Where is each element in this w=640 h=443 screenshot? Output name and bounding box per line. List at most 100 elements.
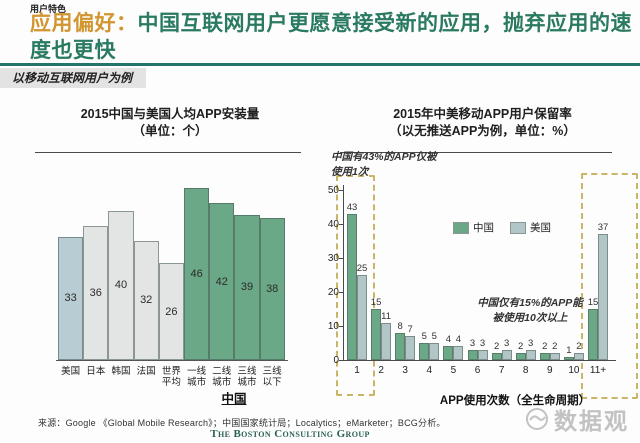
y-tick-label: 20	[327, 287, 339, 298]
highlight-box-group11plus	[581, 173, 638, 399]
install-bar: 32	[133, 240, 159, 360]
retention-bar-us	[573, 353, 584, 360]
x-tick-label: 11+	[589, 365, 607, 376]
install-bar-value: 39	[240, 281, 254, 294]
retention-value-china: 1	[566, 344, 572, 356]
highlight-box-group1	[336, 175, 375, 396]
chart-app-installs: 2015中国与美国人均APP安装量 （单位：个） 中国 33 美国 36 日本 40 韩国…	[30, 100, 310, 412]
retention-value-us: 3	[528, 337, 534, 349]
retention-value-us: 11	[381, 310, 392, 322]
header-divider	[0, 63, 640, 66]
bcg-logo: The Boston Consulting Group	[210, 428, 370, 440]
install-category-label: 一线城市	[187, 366, 207, 389]
chart2-title: 2015年中美移动APP用户保留率	[393, 107, 572, 121]
install-bar-value: 33	[64, 292, 77, 305]
retention-value-us: 3	[479, 337, 486, 349]
retention-bar-china	[443, 346, 454, 360]
install-bar-value: 42	[215, 275, 228, 288]
y-tick-mark	[339, 292, 343, 293]
retention-bar-us	[549, 353, 560, 360]
scope-note-band: 以移动互联网用户为例	[0, 68, 146, 88]
install-category-label: 美国	[61, 366, 81, 377]
x-tick-label: 1	[354, 365, 360, 376]
legend-item: 美国	[510, 220, 551, 235]
x-tick-label: 10	[568, 365, 580, 376]
chart2-subtitle: （以无推送APP为例，单位：%）	[389, 124, 576, 138]
y-tick-mark	[339, 360, 343, 361]
page-title-prefix: 应用偏好：	[30, 12, 138, 35]
annotation-single-use: 中国有43%的APP仅被 使用1次	[331, 150, 437, 179]
retention-value-china: 2	[493, 341, 500, 353]
install-bar: 39	[234, 214, 260, 360]
x-tick-label: 4	[426, 365, 433, 376]
annotation-ten-plus: 中国仅有15%的APP能 被使用10次以上	[465, 296, 595, 325]
legend-swatch	[453, 221, 469, 234]
install-bar: 40	[108, 210, 134, 360]
page-title-main: 中国互联网用户更愿意接受新的应用，抛弃应用的速度也更快	[30, 12, 632, 63]
retention-value-us: 25	[356, 263, 368, 274]
install-bar: 36	[83, 225, 109, 360]
watermark: 数据观	[524, 402, 629, 436]
retention-value-us: 2	[576, 341, 582, 353]
annotation-ten-plus-line2: 被使用10次以上	[492, 311, 568, 324]
install-category-label: 二线城市	[212, 366, 232, 389]
y-tick-label: 30	[327, 253, 339, 264]
install-bar-value: 26	[165, 305, 178, 318]
annotation-single-use-line2: 使用1次	[331, 165, 369, 178]
legend: 中国 美国	[453, 220, 551, 235]
retention-bar-china	[563, 356, 574, 360]
install-bar: 26	[158, 263, 184, 360]
install-bar-value: 38	[266, 283, 279, 296]
kicker-label: 用户特色	[30, 4, 67, 14]
x-tick-label: 2	[378, 365, 384, 376]
retention-value-china: 2	[542, 341, 548, 353]
retention-value-china: 15	[587, 297, 599, 308]
install-bar: 46	[184, 188, 210, 360]
retention-value-us: 3	[503, 337, 510, 349]
retention-bar-us	[525, 349, 536, 360]
install-bar: 33	[58, 236, 84, 360]
y-tick-label: 40	[327, 219, 339, 230]
retention-value-china: 3	[469, 337, 476, 349]
retention-bar-china	[347, 213, 357, 360]
x-tick-label: 9	[547, 365, 553, 376]
retention-bar-us	[598, 234, 608, 360]
retention-bar-china	[588, 309, 598, 360]
chart1-title: 2015中国与美国人均APP安装量	[80, 107, 260, 121]
install-bar: 38	[259, 218, 285, 360]
annotation-ten-plus-line1: 中国仅有15%的APP能	[477, 297, 583, 309]
y-tick-mark	[339, 326, 343, 327]
retention-value-china: 5	[421, 331, 427, 342]
retention-value-china: 15	[370, 297, 382, 308]
retention-value-us: 7	[407, 324, 413, 336]
retention-value-china: 8	[397, 320, 403, 332]
install-category-label: 三线城市	[237, 366, 257, 389]
chart1-subtitle: （单位：个）	[132, 124, 208, 138]
install-category-label: 日本	[86, 366, 106, 377]
legend-swatch	[510, 221, 526, 234]
install-bar-value: 32	[140, 294, 153, 307]
retention-bar-china	[539, 353, 550, 360]
install-category-label: 三线以下	[262, 366, 282, 389]
y-tick-mark	[339, 190, 343, 191]
chart1-title-rule	[35, 152, 301, 153]
retention-bar-china	[371, 309, 382, 360]
retention-bar-us	[501, 349, 512, 360]
retention-bar-us	[381, 322, 392, 360]
retention-bar-china	[491, 353, 502, 360]
x-axis-line	[343, 360, 616, 361]
retention-value-china: 4	[445, 334, 452, 346]
legend-item: 中国	[453, 220, 494, 235]
retention-bar-china	[395, 332, 406, 360]
china-group-label: 中国	[221, 392, 247, 406]
retention-value-china: 43	[346, 201, 358, 213]
retention-bar-china	[467, 349, 478, 360]
x-axis-label: APP使用次数（全生命周期）	[439, 395, 591, 407]
y-tick-label: 10	[327, 321, 339, 332]
chart2-title-rule	[340, 152, 612, 153]
shujuguan-logo-icon	[526, 408, 548, 430]
retention-value-us: 4	[455, 334, 462, 346]
retention-bar-us	[477, 349, 488, 360]
annotation-single-use-line1: 中国有43%的APP仅被	[331, 151, 437, 163]
